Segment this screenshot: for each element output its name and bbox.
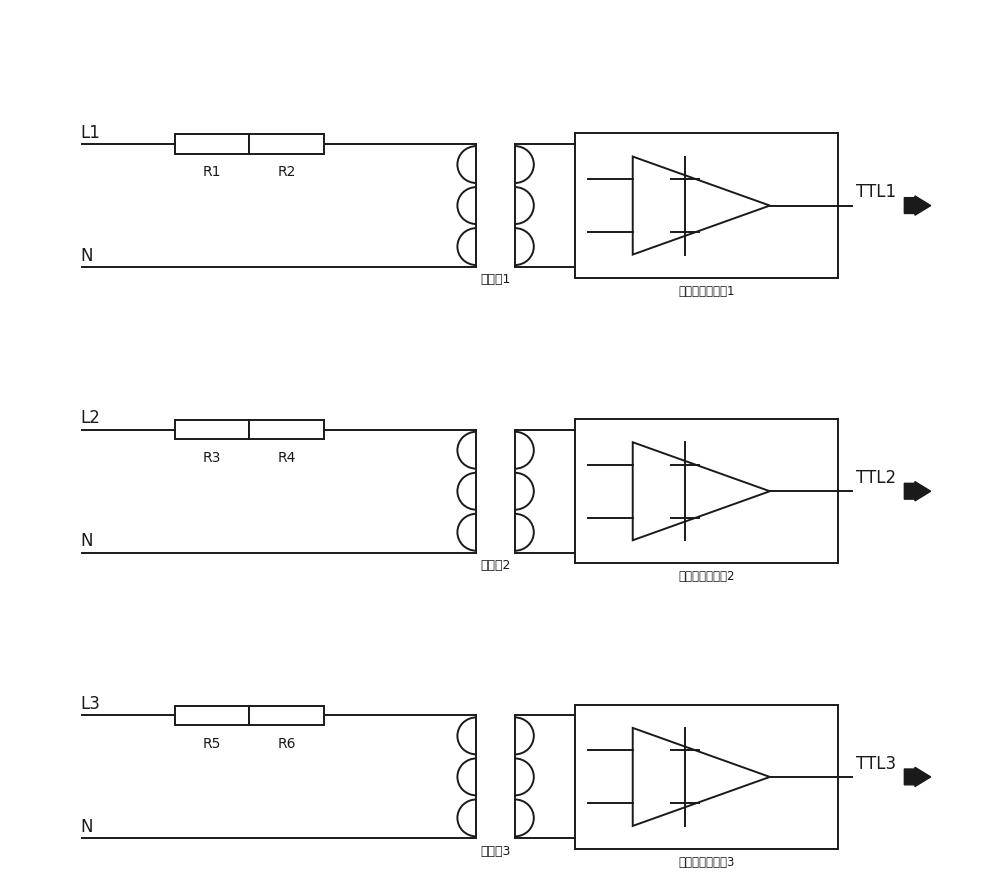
Text: R3: R3	[203, 450, 221, 464]
Bar	[575, 420, 838, 564]
Text: N: N	[81, 817, 93, 835]
Bar	[249, 421, 324, 440]
FancyArrow shape	[904, 767, 931, 787]
Text: L1: L1	[81, 124, 101, 141]
Text: R5: R5	[203, 736, 221, 750]
Text: R6: R6	[278, 736, 296, 750]
Text: R1: R1	[203, 165, 221, 179]
Text: 过零沿检测模块3: 过零沿检测模块3	[678, 855, 735, 868]
FancyArrow shape	[904, 482, 931, 501]
Bar	[175, 706, 249, 725]
FancyArrow shape	[904, 197, 931, 216]
Text: TTL1: TTL1	[856, 184, 896, 201]
Text: L2: L2	[81, 409, 101, 427]
Text: 过零沿检测模块1: 过零沿检测模块1	[678, 284, 735, 298]
Bar	[249, 135, 324, 155]
Text: 互感器2: 互感器2	[480, 558, 511, 572]
Text: TTL2: TTL2	[856, 469, 896, 486]
Text: 过零沿检测模块2: 过零沿检测模块2	[678, 570, 735, 583]
Text: N: N	[81, 247, 93, 264]
Text: L3: L3	[81, 694, 101, 712]
Text: 互感器3: 互感器3	[480, 844, 511, 857]
Bar	[575, 705, 838, 849]
Bar	[249, 706, 324, 725]
Text: 互感器1: 互感器1	[480, 273, 511, 286]
Bar	[175, 135, 249, 155]
Text: N: N	[81, 532, 93, 550]
Bar	[575, 134, 838, 278]
Text: TTL3: TTL3	[856, 754, 896, 772]
Text: R4: R4	[278, 450, 296, 464]
Text: R2: R2	[278, 165, 296, 179]
Bar	[175, 421, 249, 440]
